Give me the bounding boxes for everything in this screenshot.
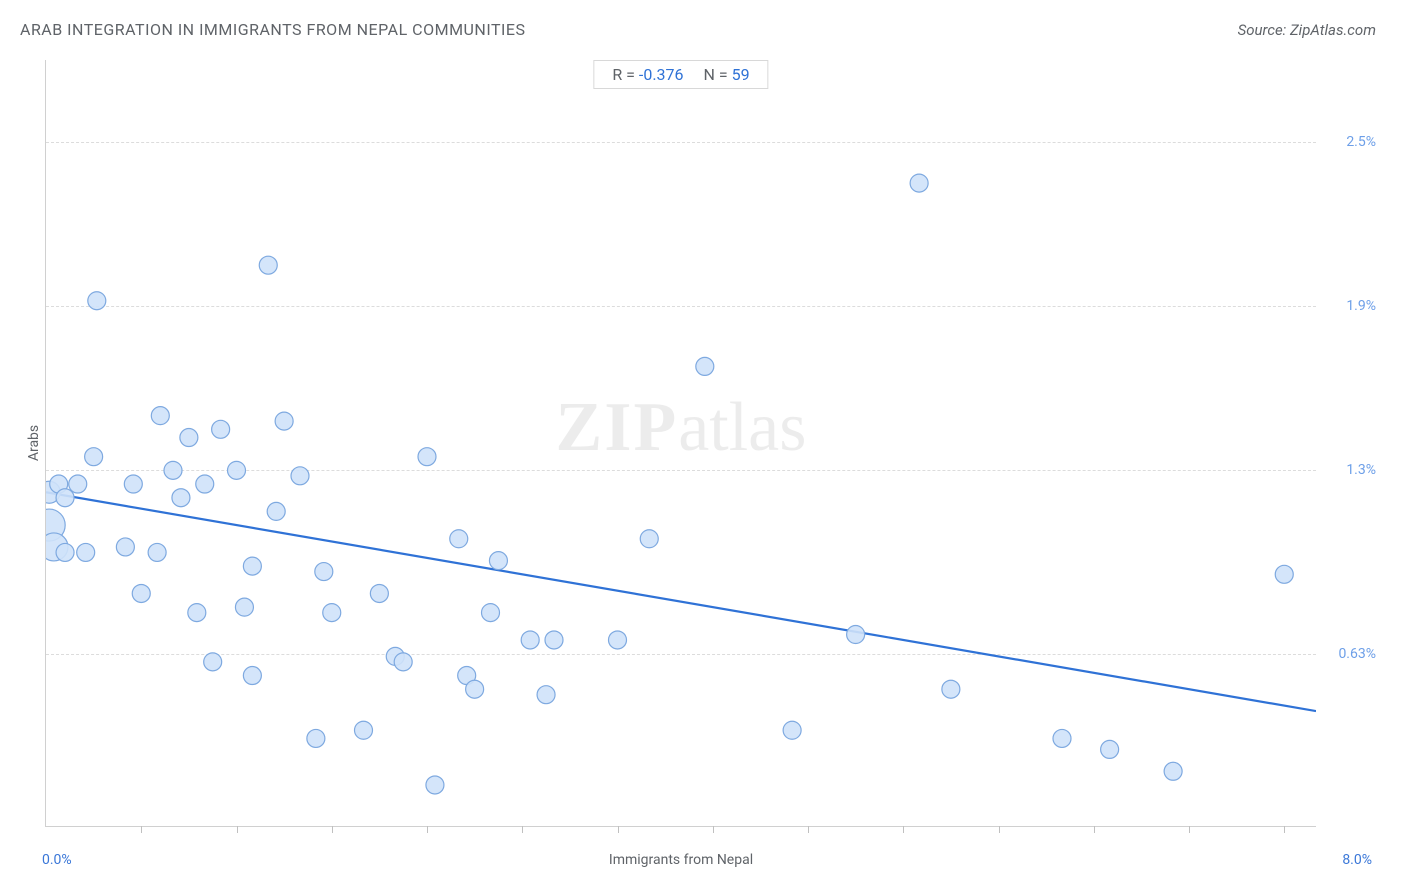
data-point (1164, 762, 1182, 780)
data-point (56, 489, 74, 507)
x-tick (237, 826, 238, 833)
data-point (847, 626, 865, 644)
y-axis-label: Arabs (26, 425, 42, 461)
stat-n-label: N = (704, 65, 728, 84)
data-point (370, 584, 388, 602)
data-point (204, 653, 222, 671)
x-tick (903, 826, 904, 833)
data-point (418, 448, 436, 466)
stats-box: R = -0.376 N = 59 (593, 60, 768, 89)
data-point (910, 174, 928, 192)
data-point (466, 680, 484, 698)
data-point (307, 729, 325, 747)
data-point (243, 667, 261, 685)
data-point (77, 543, 95, 561)
x-tick (1094, 826, 1095, 833)
data-point (243, 557, 261, 575)
y-tick-label: 1.3% (1346, 462, 1376, 478)
data-point (148, 543, 166, 561)
x-tick (332, 826, 333, 833)
data-point (235, 598, 253, 616)
stat-r-label: R = (612, 65, 635, 84)
x-tick (999, 826, 1000, 833)
scatter-plot (46, 60, 1316, 826)
x-axis-label: Immigrants from Nepal (609, 852, 753, 868)
x-tick (141, 826, 142, 833)
data-point (124, 475, 142, 493)
data-point (482, 604, 500, 622)
data-point (132, 584, 150, 602)
x-axis-start: 0.0% (42, 852, 72, 868)
x-tick (1189, 826, 1190, 833)
source-attribution: Source: ZipAtlas.com (1238, 21, 1376, 39)
x-tick (713, 826, 714, 833)
data-point (172, 489, 190, 507)
data-point (196, 475, 214, 493)
data-point (315, 563, 333, 581)
trend-line (46, 492, 1316, 711)
stat-r: R = -0.376 (612, 65, 683, 84)
data-point (450, 530, 468, 548)
y-tick-label: 1.9% (1346, 298, 1376, 314)
data-point (267, 502, 285, 520)
data-point (228, 461, 246, 479)
data-point (394, 653, 412, 671)
x-tick (427, 826, 428, 833)
data-point (640, 530, 658, 548)
data-point (609, 631, 627, 649)
data-point (537, 686, 555, 704)
data-point (188, 604, 206, 622)
data-point (69, 475, 87, 493)
chart-title: ARAB INTEGRATION IN IMMIGRANTS FROM NEPA… (20, 20, 525, 39)
data-point (164, 461, 182, 479)
stat-n: N = 59 (704, 65, 750, 84)
data-point (1275, 565, 1293, 583)
data-point (783, 721, 801, 739)
data-point (545, 631, 563, 649)
data-point (275, 412, 293, 430)
plot-area: R = -0.376 N = 59 ZIPatlas 0.63%1.3%1.9%… (45, 60, 1316, 827)
x-tick (522, 826, 523, 833)
data-point (291, 467, 309, 485)
data-point (355, 721, 373, 739)
data-point (323, 604, 341, 622)
data-point (521, 631, 539, 649)
x-tick (1284, 826, 1285, 833)
data-point (259, 256, 277, 274)
y-tick-label: 2.5% (1346, 134, 1376, 150)
data-point (426, 776, 444, 794)
x-tick (618, 826, 619, 833)
data-point (696, 357, 714, 375)
y-tick-label: 0.63% (1338, 646, 1376, 662)
data-point (151, 407, 169, 425)
data-point (56, 543, 74, 561)
data-point (489, 552, 507, 570)
x-axis-end: 8.0% (1342, 852, 1372, 868)
data-point (116, 538, 134, 556)
data-point (1053, 729, 1071, 747)
data-point (1101, 740, 1119, 758)
stat-n-value: 59 (732, 65, 750, 84)
data-point (942, 680, 960, 698)
x-tick (808, 826, 809, 833)
data-point (85, 448, 103, 466)
data-point (212, 420, 230, 438)
data-point (180, 429, 198, 447)
stat-r-value: -0.376 (639, 65, 684, 84)
chart-container: R = -0.376 N = 59 ZIPatlas 0.63%1.3%1.9%… (45, 60, 1316, 827)
data-point (88, 292, 106, 310)
